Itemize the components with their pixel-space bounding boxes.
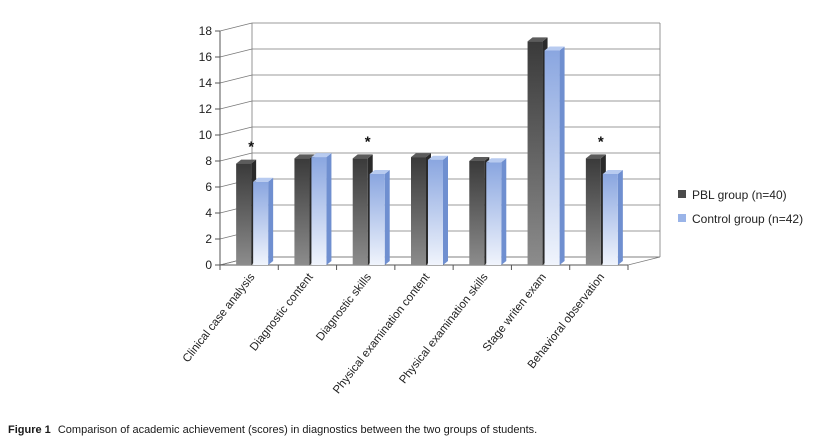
bar-side — [326, 153, 332, 265]
caption-text: Comparison of academic achievement (scor… — [57, 424, 538, 436]
x-tick-label: Diagnostic content — [248, 271, 316, 354]
bar-control — [311, 157, 327, 265]
x-tick-label: Diagnostic skills — [314, 271, 374, 343]
gridline-side — [219, 100, 253, 110]
y-tick-label: 18 — [199, 24, 213, 38]
bar-control — [428, 159, 443, 265]
bar-top — [236, 159, 257, 164]
figure-caption: Figure 1 Comparison of academic achievem… — [8, 424, 537, 436]
bar-side — [268, 177, 274, 265]
significance-marker: * — [248, 139, 254, 156]
significance-marker: * — [365, 133, 371, 150]
bar-side — [617, 170, 623, 265]
bar-pbl — [352, 158, 368, 265]
bar-top — [527, 37, 548, 42]
y-tick-label: 0 — [205, 258, 212, 272]
bar-top — [253, 177, 274, 182]
legend-swatch-control — [678, 214, 686, 222]
bar-control — [253, 181, 269, 265]
bar-top — [486, 158, 507, 163]
y-tick-label: 16 — [199, 50, 213, 64]
legend: PBL group (n=40) Control group (n=42) — [678, 188, 803, 226]
bar-side — [501, 158, 507, 265]
legend-swatch-pbl — [678, 190, 686, 198]
bar-pbl — [469, 161, 485, 265]
bar-top — [294, 154, 315, 159]
bar-pbl — [585, 158, 601, 265]
bar-pbl — [236, 163, 252, 265]
bar-control — [544, 50, 560, 265]
y-tick-label: 6 — [205, 180, 212, 194]
bar-control — [486, 162, 502, 265]
bar-top — [428, 155, 448, 160]
gridline-side — [219, 126, 253, 136]
gridlines — [219, 22, 660, 266]
bar-pbl — [527, 41, 543, 266]
bar-control — [369, 174, 385, 265]
y-tick-label: 2 — [205, 232, 212, 246]
legend-label: Control group (n=42) — [692, 212, 803, 226]
bar-side — [384, 170, 390, 265]
y-tick-label: 14 — [199, 76, 213, 90]
bar-top — [411, 153, 431, 158]
bar-pbl — [294, 158, 310, 265]
caption-label: Figure 1 — [8, 424, 51, 436]
y-tick-label: 8 — [205, 154, 212, 168]
bar-pbl — [411, 157, 426, 265]
gridline-side — [219, 74, 253, 84]
bar-top — [369, 170, 390, 174]
bar-side — [443, 155, 448, 265]
y-tick-label: 10 — [199, 128, 213, 142]
bars — [236, 37, 623, 266]
legend-label: PBL group (n=40) — [692, 188, 787, 202]
y-tick-label: 12 — [199, 102, 213, 116]
significance-marker: * — [598, 133, 604, 150]
bar-side — [559, 46, 565, 265]
gridline-side — [219, 22, 253, 32]
y-tick-label: 4 — [205, 206, 212, 220]
bar-top — [311, 153, 332, 158]
bar-top — [585, 154, 606, 159]
bar-control — [602, 174, 618, 265]
x-tick-label: Stage writen exam — [481, 271, 549, 353]
x-tick-label: Physical examination content — [331, 271, 433, 396]
gridline-side — [219, 152, 253, 162]
bar-top — [602, 170, 623, 174]
bar-top — [469, 157, 490, 161]
x-tick-label: Clinical case analysis — [181, 271, 258, 365]
gridline-side — [219, 48, 253, 58]
bar-top — [352, 154, 373, 159]
bar-top — [544, 46, 565, 51]
